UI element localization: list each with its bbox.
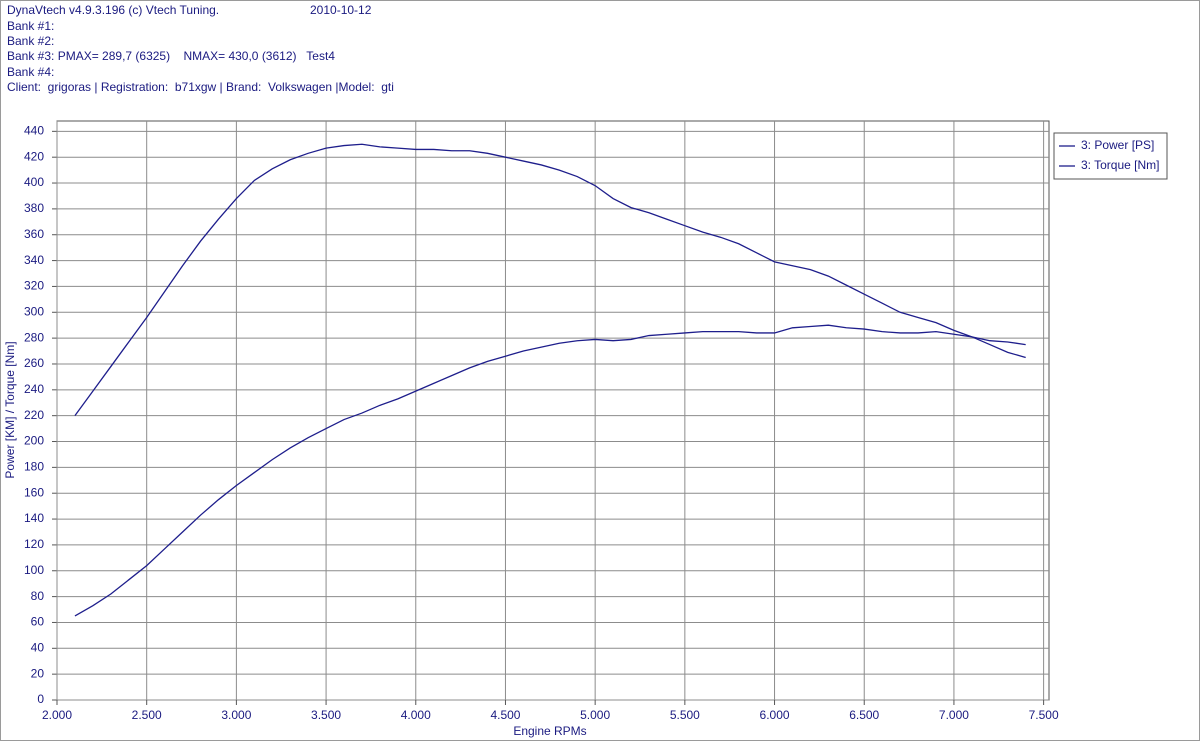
- y-tick-label: 100: [24, 563, 44, 577]
- y-tick-label: 80: [31, 589, 45, 603]
- x-tick-label: 3.000: [221, 708, 251, 722]
- x-tick-label: 4.000: [401, 708, 431, 722]
- series-line: [74, 143, 1026, 417]
- y-tick-label: 140: [24, 511, 44, 525]
- plot-area: [56, 120, 1050, 701]
- y-tick-label: 40: [31, 640, 45, 654]
- header-line: Bank #2:: [7, 34, 54, 48]
- x-tick-label: 6.500: [849, 708, 879, 722]
- y-tick-label: 260: [24, 356, 44, 370]
- y-tick-label: 400: [24, 175, 44, 189]
- header-line: Bank #1:: [7, 19, 54, 33]
- y-tick-label: 340: [24, 253, 44, 267]
- y-tick-label: 160: [24, 485, 44, 499]
- series-line: [74, 324, 1026, 617]
- y-tick-label: 300: [24, 304, 44, 318]
- y-tick-label: 60: [31, 615, 45, 629]
- legend-label: 3: Power [PS]: [1081, 138, 1154, 152]
- y-tick-label: 20: [31, 666, 45, 680]
- y-tick-label: 180: [24, 460, 44, 474]
- header-date: 2010-10-12: [310, 3, 372, 17]
- y-axis-label: Power [KM] / Torque [Nm]: [3, 341, 17, 478]
- x-tick-label: 6.000: [760, 708, 790, 722]
- header-line: Bank #3: PMAX= 289,7 (6325) NMAX= 430,0 …: [7, 49, 335, 63]
- header-line: Client: grigoras | Registration: b71xgw …: [7, 80, 394, 94]
- x-tick-label: 4.500: [490, 708, 520, 722]
- x-tick-label: 7.500: [1029, 708, 1059, 722]
- y-tick-label: 240: [24, 382, 44, 396]
- header-title: DynaVtech v4.9.3.196 (c) Vtech Tuning.: [7, 3, 219, 17]
- header-line: Bank #4:: [7, 65, 54, 79]
- x-tick-label: 2.000: [42, 708, 72, 722]
- y-tick-label: 280: [24, 330, 44, 344]
- y-tick-label: 220: [24, 408, 44, 422]
- y-tick-label: 360: [24, 227, 44, 241]
- x-tick-label: 5.500: [670, 708, 700, 722]
- y-tick-label: 120: [24, 537, 44, 551]
- legend-label: 3: Torque [Nm]: [1081, 158, 1159, 172]
- y-tick-label: 440: [24, 124, 44, 138]
- x-tick-label: 7.000: [939, 708, 969, 722]
- y-tick-label: 0: [37, 692, 44, 706]
- legend: [1053, 132, 1168, 180]
- y-tick-label: 380: [24, 201, 44, 215]
- y-tick-label: 320: [24, 279, 44, 293]
- x-tick-label: 5.000: [580, 708, 610, 722]
- y-tick-label: 420: [24, 149, 44, 163]
- x-tick-label: 3.500: [311, 708, 341, 722]
- y-tick-label: 200: [24, 434, 44, 448]
- x-tick-label: 2.500: [132, 708, 162, 722]
- x-axis-label: Engine RPMs: [513, 724, 586, 738]
